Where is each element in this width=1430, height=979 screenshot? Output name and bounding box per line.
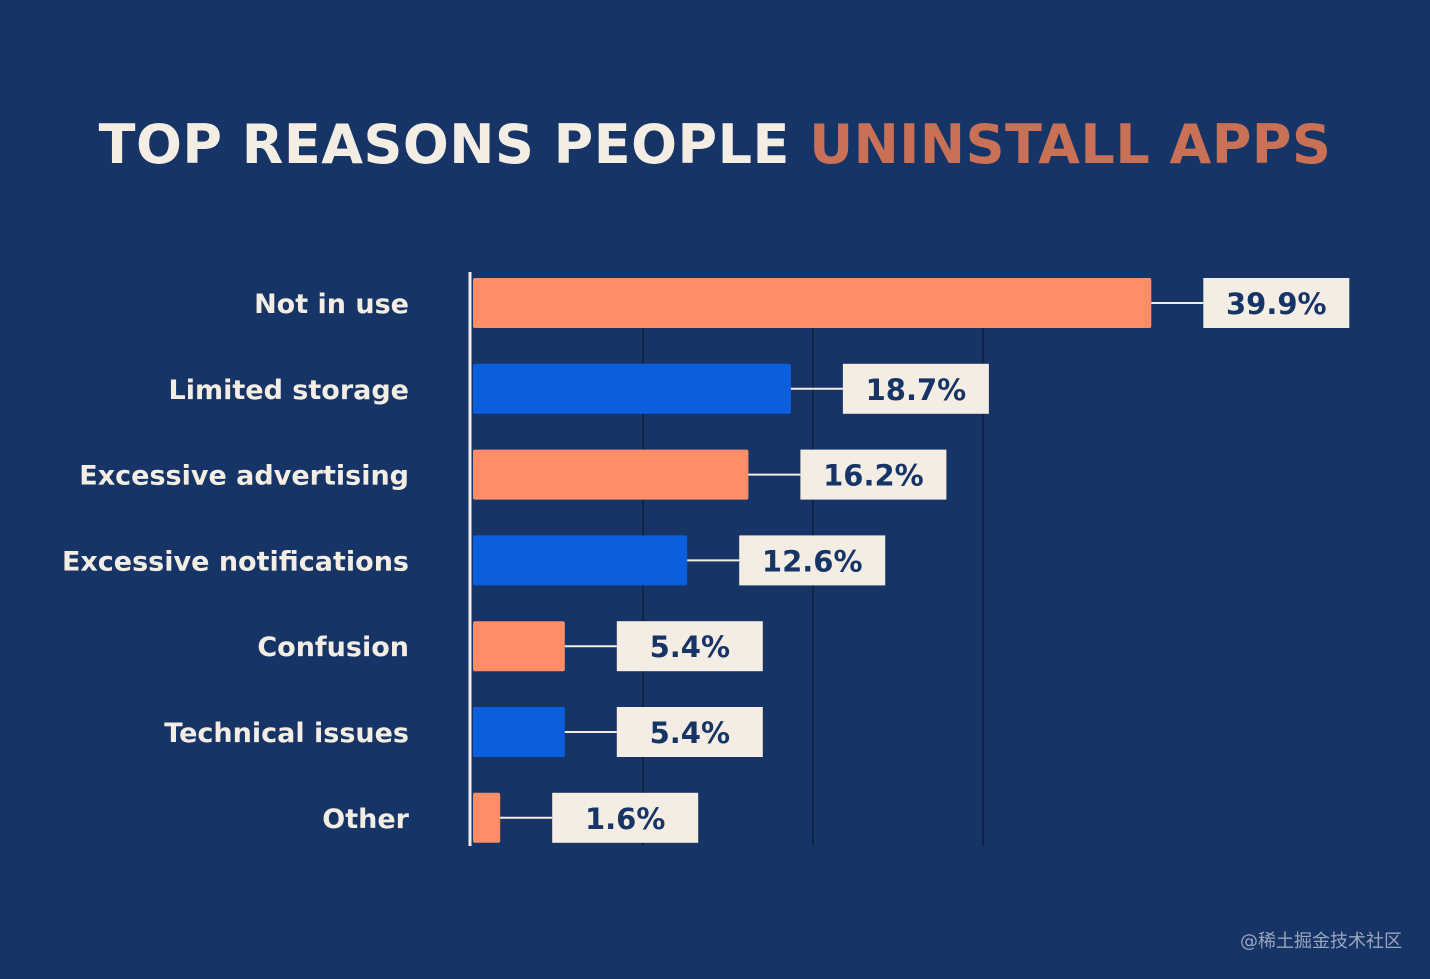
bar — [473, 278, 1152, 328]
bar — [473, 792, 501, 843]
value-label: 39.9% — [1226, 287, 1327, 321]
bar — [473, 363, 791, 414]
bar — [473, 621, 565, 672]
value-label-box — [552, 792, 699, 843]
value-label: 16.2% — [823, 459, 924, 493]
value-label-box — [842, 363, 989, 414]
value-label: 1.6% — [585, 802, 665, 836]
category-label: Limited storage — [169, 375, 410, 406]
value-label-box — [800, 449, 947, 500]
category-label: Excessive notifications — [62, 546, 409, 577]
bar — [473, 707, 565, 757]
bar — [473, 449, 749, 500]
title-part-b: UNINSTALL APPS — [809, 113, 1332, 176]
value-label-box — [1203, 278, 1350, 328]
title-part-a: TOP REASONS PEOPLE — [98, 113, 790, 176]
category-label: Not in use — [254, 289, 409, 320]
value-label: 18.7% — [866, 373, 967, 407]
value-label: 5.4% — [650, 630, 730, 664]
value-label-box — [616, 621, 763, 672]
value-label-box — [616, 707, 763, 757]
watermark: @稀土掘金技术社区 — [1240, 931, 1402, 952]
chart-title: TOP REASONS PEOPLE UNINSTALL APPS — [0, 112, 1430, 178]
category-label: Excessive advertising — [79, 461, 409, 492]
category-label: Confusion — [257, 632, 409, 663]
value-label: 12.6% — [762, 544, 863, 578]
value-label: 5.4% — [650, 716, 730, 750]
value-label-box — [739, 535, 886, 586]
category-label: Technical issues — [164, 718, 409, 749]
category-label: Other — [322, 804, 409, 835]
bar — [473, 535, 688, 586]
